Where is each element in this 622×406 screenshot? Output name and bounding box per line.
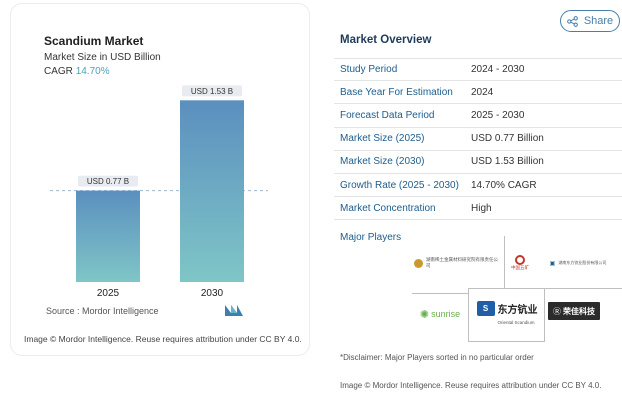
overview-value: USD 1.53 Billion [471, 156, 544, 168]
overview-title: Market Overview [340, 34, 432, 46]
chart-subtitle: Market Size in USD Billion [44, 52, 161, 63]
logo-divider-h [412, 293, 468, 294]
cagr-label: CAGR [44, 66, 73, 77]
players-disclaimer: *Disclaimer: Major Players sorted in no … [340, 353, 534, 362]
minmetals-logo: 中国五矿 [508, 252, 532, 274]
sunrise-logo: ✺ sunrise [419, 308, 461, 321]
overview-value: 2024 - 2030 [471, 64, 525, 76]
share-button[interactable]: Share [560, 10, 620, 32]
bar-2025 [76, 190, 140, 282]
bar-2030 [180, 100, 244, 282]
overview-key: Study Period [340, 64, 398, 76]
logo-text: 东方钪业 [497, 304, 538, 316]
major-players-logos: 湖南稀土金属材料研究院有限责任公司 中国五矿 ▣ 湖南东方钪业股份有限公司 ✺ … [412, 236, 622, 342]
overview-row-market-size-2025: Market Size (2025) USD 0.77 Billion [334, 128, 622, 151]
logo-text: 荣佳科技 [563, 306, 595, 316]
logo-divider-h [468, 288, 622, 289]
rongjia-logo: Ⓡ 荣佳科技 [548, 302, 600, 320]
overview-value: High [471, 202, 492, 214]
logo-divider-v [468, 288, 469, 342]
share-label: Share [583, 15, 614, 27]
attribution-left: Image © Mordor Intelligence. Reuse requi… [24, 334, 302, 344]
overview-value: 2024 [471, 86, 494, 98]
overview-value: 2025 - 2030 [471, 109, 525, 121]
attribution-right: Image © Mordor Intelligence. Reuse requi… [340, 381, 602, 390]
logo-divider-h [468, 341, 545, 342]
oriental-scandium-logo: S 东方钪业 [472, 298, 542, 318]
x-tick-label: 2030 [201, 288, 224, 299]
overview-row-concentration: Market Concentration High [334, 197, 622, 221]
logo-text: sunrise [431, 309, 461, 319]
data-label: USD 1.53 B [191, 87, 233, 96]
overview-row-growth-rate: Growth Rate (2025 - 2030) 14.70% CAGR [334, 174, 622, 198]
overview-key: Market Concentration [340, 202, 436, 214]
overview-key: Market Size (2025) [340, 133, 425, 145]
overview-row-forecast-period: Forecast Data Period 2025 - 2030 [334, 104, 622, 128]
overview-row-base-year: Base Year For Estimation 2024 [334, 81, 622, 105]
chart-source: Source : Mordor Intelligence [46, 306, 159, 316]
overview-table: Study Period 2024 - 2030 Base Year For E… [334, 58, 622, 221]
logo-divider-v [544, 288, 545, 342]
logo-divider-v [504, 236, 505, 288]
overview-key: Forecast Data Period [340, 109, 435, 121]
hunan-rare-earth-logo: 湖南稀土金属材料研究院有限责任公司 [414, 256, 502, 270]
logo-subtext: Oriental Scandium [497, 319, 535, 325]
data-label: USD 0.77 B [87, 177, 129, 186]
overview-key: Base Year For Estimation [340, 86, 453, 98]
mordor-intelligence-logo [225, 305, 243, 316]
overview-value: 14.70% CAGR [471, 179, 537, 191]
major-players-label: Major Players [340, 232, 402, 243]
cagr-value: 14.70% [75, 66, 110, 77]
logo-text: 湖南东方钪业股份有限公司 [558, 260, 607, 265]
logo-text: 湖南稀土金属材料研究院有限责任公司 [425, 257, 498, 268]
data-label-bg [78, 175, 138, 187]
bar-chart: USD 0.77 B 2025 USD 1.53 B 2030 [50, 85, 268, 299]
share-icon [566, 15, 578, 27]
logo-text: 中国五矿 [511, 265, 529, 270]
overview-key: Growth Rate (2025 - 2030) [340, 179, 459, 191]
oriental-scandium-sub: Oriental Scandium [472, 318, 542, 326]
chart-card [10, 3, 310, 356]
x-tick-label: 2025 [97, 288, 120, 299]
chart-title: Scandium Market [44, 34, 144, 48]
chart-cagr: CAGR 14.70% [44, 66, 110, 77]
overview-key: Market Size (2030) [340, 156, 425, 168]
data-label-bg [182, 85, 242, 97]
overview-row-study-period: Study Period 2024 - 2030 [334, 58, 622, 82]
overview-value: USD 0.77 Billion [471, 133, 544, 145]
hunan-oriental-scandium-small-logo: ▣ 湖南东方钪业股份有限公司 [549, 260, 607, 267]
overview-row-market-size-2030: Market Size (2030) USD 1.53 Billion [334, 151, 622, 174]
